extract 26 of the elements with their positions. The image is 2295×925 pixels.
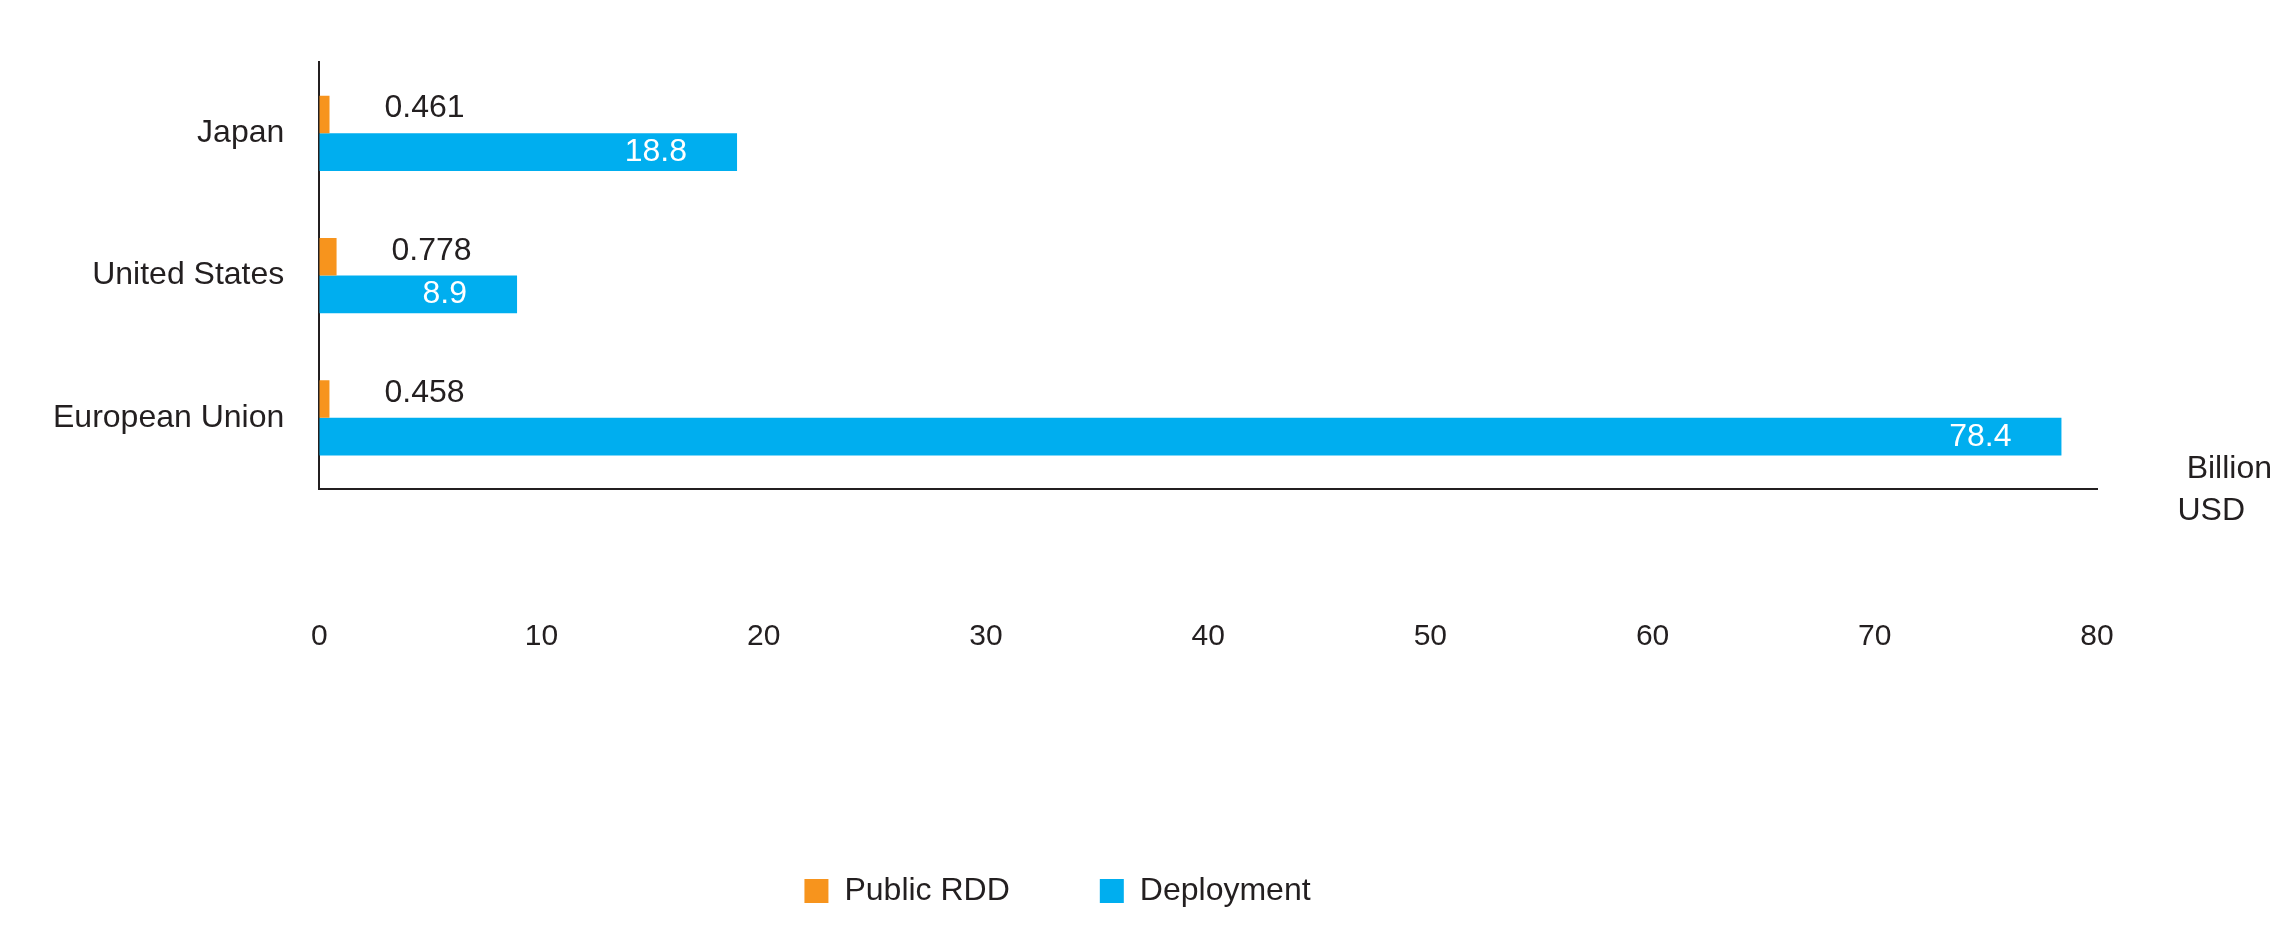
x-tick-label: 40 [1191, 618, 1225, 652]
x-tick-label: 50 [1413, 618, 1448, 652]
bar [319, 417, 2062, 456]
bar [319, 275, 518, 314]
data-label: 18.8 [624, 132, 688, 169]
data-label: 8.9 [422, 274, 468, 311]
data-label: 0.461 [384, 88, 465, 125]
y-tick-label: Japan [197, 113, 285, 150]
x-tick-label: 70 [1858, 618, 1892, 652]
x-tick-label: 10 [524, 618, 559, 652]
data-label: 78.4 [1949, 416, 2012, 453]
y-tick-label: European Union [53, 397, 285, 434]
legend-label: Deployment [1139, 870, 1311, 907]
data-label: 0.458 [384, 372, 465, 409]
data-label: 0.778 [391, 230, 472, 267]
x-tick-label: 30 [969, 618, 1003, 652]
x-tick-label: 80 [2080, 618, 2114, 652]
x-tick-label: 0 [310, 618, 328, 652]
legend-label: Public RDD [844, 870, 1010, 907]
x-tick-label: 60 [1635, 618, 1670, 652]
x-axis-title: Billion USD [2177, 448, 2272, 527]
bar [319, 133, 738, 172]
y-tick-label: United States [92, 255, 285, 292]
bar [319, 95, 330, 134]
bar [319, 237, 337, 276]
x-tick-label: 20 [747, 618, 781, 652]
